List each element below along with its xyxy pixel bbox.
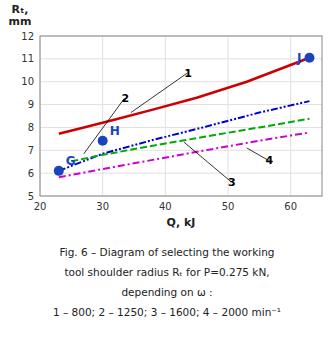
annotation-label: 4	[266, 154, 274, 167]
x-grid-line	[290, 36, 291, 196]
y-tick-label: 8	[28, 122, 34, 133]
y-axis-label: mm	[9, 15, 32, 28]
x-axis-label: Q, kJ	[167, 216, 196, 229]
y-tick-label: 11	[21, 53, 34, 64]
x-tick-label: 60	[284, 201, 297, 212]
y-tick-label: 12	[21, 31, 34, 42]
annotation-label: 1	[184, 67, 192, 80]
y-grid-line	[40, 150, 322, 151]
point-label: G	[66, 154, 76, 168]
point-label: H	[110, 124, 120, 138]
annotation-label: 2	[121, 92, 129, 105]
marked-point	[304, 53, 314, 63]
annotation-connector	[84, 98, 125, 153]
y-tick-label: 10	[21, 76, 34, 87]
series-line	[59, 58, 310, 134]
y-tick-label: 9	[28, 99, 34, 110]
annotation-connector	[131, 73, 187, 112]
annotation-label: 3	[228, 176, 236, 189]
caption-line: Fig. 6 – Diagram of selecting the workin…	[59, 246, 274, 258]
marked-point	[98, 136, 108, 146]
caption-line: depending on ω :	[121, 286, 212, 298]
caption-line: tool shoulder radius Rₜ for P=0.275 kN,	[64, 266, 269, 278]
y-tick-label: 7	[28, 145, 34, 156]
x-grid-line	[102, 36, 103, 196]
x-tick-label: 20	[34, 201, 47, 212]
caption-line: 1 – 800; 2 – 1250; 3 – 1600; 4 – 2000 mi…	[53, 306, 281, 318]
x-tick-label: 40	[159, 201, 172, 212]
y-grid-line	[40, 81, 322, 82]
x-grid-line	[165, 36, 166, 196]
point-label: J	[296, 51, 301, 65]
plot-frame	[40, 36, 322, 196]
plot-area	[54, 53, 315, 182]
y-grid-line	[40, 58, 322, 59]
y-tick-label: 6	[28, 168, 34, 179]
x-tick-label: 30	[96, 201, 109, 212]
x-grid-line	[228, 36, 229, 196]
chart: 203040506056789101112Q, kJRₜ,mm1234GHJFi…	[0, 0, 334, 346]
y-grid-line	[40, 173, 322, 174]
annotation-connector	[184, 142, 231, 181]
x-tick-label: 50	[222, 201, 235, 212]
series-line	[59, 132, 310, 177]
marked-point	[54, 166, 64, 176]
y-tick-label: 5	[28, 191, 34, 202]
series-line	[71, 119, 309, 162]
y-grid-line	[40, 104, 322, 105]
grid	[40, 36, 322, 196]
